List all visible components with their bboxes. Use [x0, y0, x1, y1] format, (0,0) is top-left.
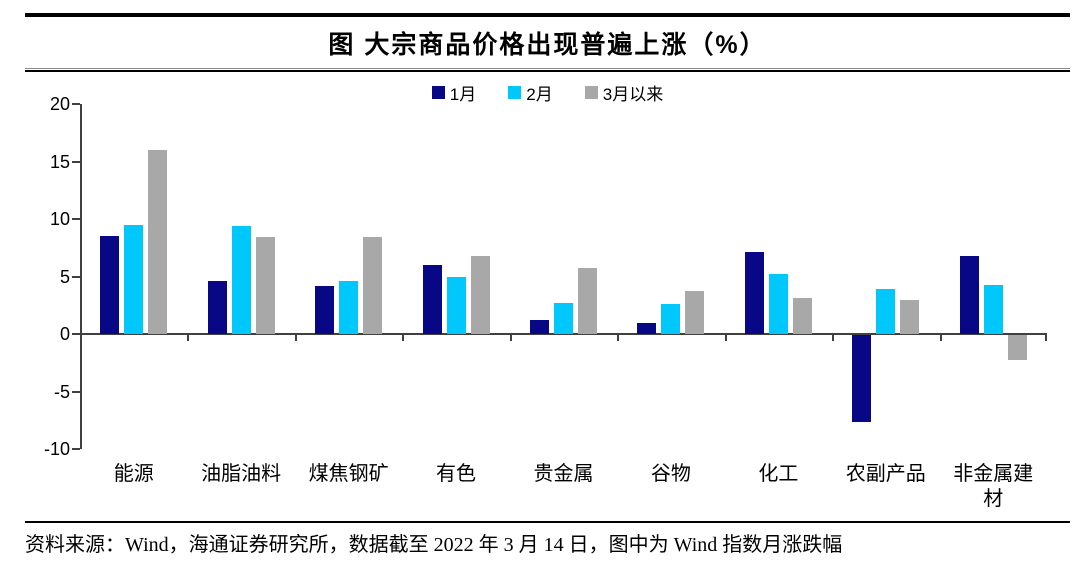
bar-s3-c1: [148, 150, 168, 334]
bar-s2-c2: [231, 225, 251, 334]
x-category-label: 煤焦钢矿: [295, 462, 402, 512]
bar-s1-c4: [422, 265, 442, 334]
y-axis-label: -5: [53, 381, 70, 402]
x-axis-tick: [187, 334, 190, 341]
y-axis-label: 15: [49, 151, 70, 172]
x-category-label: 谷物: [617, 462, 724, 512]
x-category-label-text: 煤焦钢矿: [308, 463, 389, 485]
x-category-label-text: 贵金属: [533, 463, 594, 485]
y-axis-label: 5: [59, 266, 70, 287]
x-category-label-text: 非金属建材: [953, 463, 1034, 510]
y-axis-tick: [72, 275, 80, 278]
y-axis-tick: [72, 333, 80, 335]
x-category-label: 非金属建材: [940, 462, 1047, 512]
bar-s2-c3: [339, 281, 359, 334]
chart-legend: 1月 2月 3月以来: [25, 80, 1070, 105]
bar-chart: 1月 2月 3月以来 20 15 10 5 0 -5 -10 能源 油脂油料 煤焦钢矿 有色 贵金属 谷物…: [25, 72, 1070, 512]
bar-s1-c3: [315, 285, 335, 334]
y-axis-label: -10: [43, 439, 70, 459]
bar-s3-c4: [470, 255, 490, 334]
x-axis-tick: [617, 334, 620, 341]
x-category-label: 化工: [725, 462, 832, 512]
legend-label: 1月: [449, 85, 477, 104]
legend-label: 3月以来: [602, 85, 664, 104]
y-axis-tick: [72, 448, 80, 450]
x-category-label-text: 能源: [113, 463, 154, 485]
x-axis-tick: [939, 334, 942, 341]
y-axis-label: 0: [59, 324, 70, 344]
title-divider: [25, 68, 1070, 72]
bar-s2-c9: [983, 284, 1003, 334]
x-category-label: 农副产品: [832, 462, 939, 512]
bar-s1-c5: [530, 320, 549, 334]
source-note: 资料来源：Wind，海通证券研究所，数据截至 2022 年 3 月 14 日，图…: [25, 534, 843, 556]
bar-s3-c3: [363, 237, 383, 334]
bar-s2-c6: [661, 304, 681, 334]
legend-item: 3月以来: [584, 80, 664, 105]
bar-s3-c7: [792, 298, 812, 334]
legend-swatch: [431, 86, 445, 99]
x-axis-tick: [1045, 334, 1047, 341]
x-axis-tick: [724, 334, 727, 341]
figure-block: 图 大宗商品价格出现普遍上涨（%） 1月 2月 3月以来 20 15 10 5 0 -5 -10…: [25, 13, 1070, 561]
x-axis-labels: 能源 油脂油料 煤焦钢矿 有色 贵金属 谷物 化工 农副产品 非金属建材: [80, 462, 1047, 512]
bar-s1-c1: [100, 236, 120, 334]
bar-s1-c9: [959, 255, 979, 334]
bar-s3-c8: [900, 299, 920, 334]
x-category-label: 能源: [80, 462, 187, 512]
bar-s1-c2: [207, 281, 227, 334]
bar-s2-c7: [768, 274, 788, 334]
bar-s2-c5: [554, 302, 573, 334]
x-axis-line: [80, 333, 1047, 335]
y-axis-line: [80, 104, 82, 449]
bar-s1-c8: [852, 335, 872, 423]
y-axis-label: 20: [49, 94, 70, 114]
source-divider: [25, 521, 1070, 523]
x-category-label-text: 谷物: [650, 463, 691, 485]
bar-s2-c8: [876, 289, 896, 334]
x-axis-tick: [402, 334, 405, 341]
bar-s1-c7: [744, 252, 764, 334]
y-axis-tick: [72, 160, 80, 163]
bar-s3-c5: [578, 268, 597, 334]
x-category-label-text: 有色: [436, 463, 477, 485]
bar-s3-c2: [255, 237, 275, 334]
x-category-label: 贵金属: [510, 462, 617, 512]
x-category-label-text: 农副产品: [845, 463, 926, 485]
y-axis-label: 10: [49, 209, 70, 229]
x-category-label: 有色: [402, 462, 509, 512]
bar-s3-c9: [1007, 335, 1027, 361]
x-category-label-text: 化工: [758, 463, 799, 485]
x-category-label-text: 油脂油料: [201, 463, 282, 485]
legend-label: 2月: [526, 85, 553, 104]
legend-swatch: [584, 86, 598, 99]
bar-s2-c4: [446, 276, 466, 334]
bar-s2-c1: [124, 224, 144, 334]
y-axis-tick: [72, 218, 80, 220]
legend-swatch: [508, 86, 522, 99]
figure-title: 图 大宗商品价格出现普遍上涨（%）: [328, 31, 767, 59]
x-axis-tick: [832, 334, 835, 341]
title-divider-thin-line: [25, 68, 1070, 69]
x-axis-tick: [509, 334, 512, 341]
legend-item: 1月: [431, 80, 477, 105]
title-divider-thick-line: [25, 70, 1070, 72]
y-axis-tick: [72, 390, 80, 393]
plot-area: 20 15 10 5 0 -5 -10: [44, 94, 1047, 459]
bar-s3-c6: [685, 291, 705, 334]
y-axis-tick: [72, 103, 80, 105]
legend-item: 2月: [508, 80, 553, 105]
top-rule: [25, 13, 1070, 17]
x-axis-tick: [294, 334, 297, 341]
bar-s1-c6: [637, 322, 657, 334]
x-category-label: 油脂油料: [187, 462, 294, 512]
